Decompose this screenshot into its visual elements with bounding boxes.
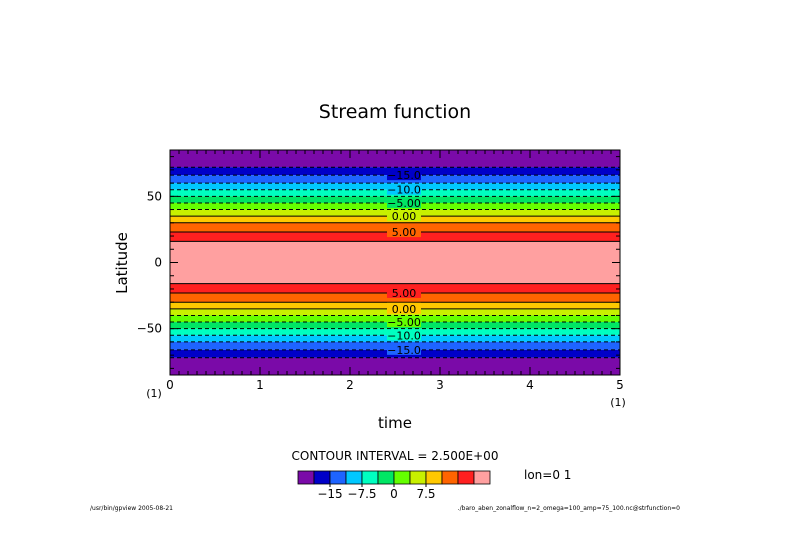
contour-label-bg: [387, 329, 421, 341]
colorbar: −15 −7.5 0 7.5: [297, 470, 491, 501]
colorbar-swatch: [345, 470, 363, 485]
contour-label: −15.0: [387, 169, 421, 182]
x-axis-label: time: [378, 414, 412, 432]
colorbar-swatch: [297, 470, 315, 485]
y-axis-label: Latitude: [113, 232, 131, 294]
colorbar-swatch: [361, 470, 379, 485]
x-tick-label: 4: [526, 378, 534, 392]
contour-band: [170, 357, 620, 375]
contour-band: [170, 150, 620, 168]
contour-label-bg: [387, 210, 421, 222]
contour-label-bg: [387, 302, 421, 314]
x-unit-left: (1): [146, 387, 162, 400]
contour-label: −5.00: [387, 316, 421, 329]
contour-label: −15.0: [387, 344, 421, 357]
contour-label: −5.00: [387, 197, 421, 210]
contour-label-bg: [387, 169, 421, 181]
contour-labels: −15.0−10.0−5.000.005.005.000.00−5.00−10.…: [387, 169, 421, 357]
lon-annotation: lon=0 1: [524, 468, 571, 482]
chart-title: Stream function: [319, 101, 471, 123]
colorbar-swatch: [329, 470, 347, 485]
colorbar-swatch: [377, 470, 395, 485]
contour-label: −10.0: [387, 329, 421, 342]
colorbar-swatch: [473, 470, 491, 485]
colorbar-swatch: [457, 470, 475, 485]
x-tick-label: 2: [346, 378, 354, 392]
colorbar-swatch: [425, 470, 443, 485]
colorbar-tick-label: −15: [317, 487, 342, 501]
contour-label: −10.0: [387, 184, 421, 197]
contour-label-bg: [387, 286, 421, 298]
contour-label-bg: [387, 226, 421, 238]
x-tick-label: 3: [436, 378, 444, 392]
colorbar-tick-label: −7.5: [347, 487, 376, 501]
colorbar-swatch: [313, 470, 331, 485]
contour-interval-text: CONTOUR INTERVAL = 2.500E+00: [292, 449, 499, 463]
y-tick-label: −50: [137, 322, 162, 336]
contour-label: 5.00: [392, 226, 417, 239]
contour-label: 5.00: [392, 287, 417, 300]
footer-right: ./baro_aben_zonalflow_n=2_omega=100_amp=…: [458, 505, 680, 512]
x-tick-label: 1: [256, 378, 264, 392]
colorbar-tick-label: 7.5: [416, 487, 435, 501]
contour-label-bg: [387, 183, 421, 195]
contour-label: 0.00: [392, 303, 417, 316]
contour-label-bg: [387, 343, 421, 355]
colorbar-tick-label: 0: [390, 487, 398, 501]
contour-label: 0.00: [392, 210, 417, 223]
axis-ticks: 0 1 2 3 4 5 50 0 −50: [137, 150, 624, 392]
y-tick-label: 0: [154, 256, 162, 270]
colorbar-swatch: [441, 470, 459, 485]
contour-label-bg: [387, 316, 421, 328]
footer-left: /usr/bin/gpview 2005-08-21: [90, 505, 173, 512]
x-tick-label: 0: [166, 378, 174, 392]
contour-band: [170, 241, 620, 284]
x-tick-label: 5: [616, 378, 624, 392]
y-tick-label: 50: [147, 189, 162, 203]
colorbar-swatch: [409, 470, 427, 485]
contour-label-bg: [387, 196, 421, 208]
x-unit-right: (1): [610, 396, 626, 409]
colorbar-swatch: [393, 470, 411, 485]
